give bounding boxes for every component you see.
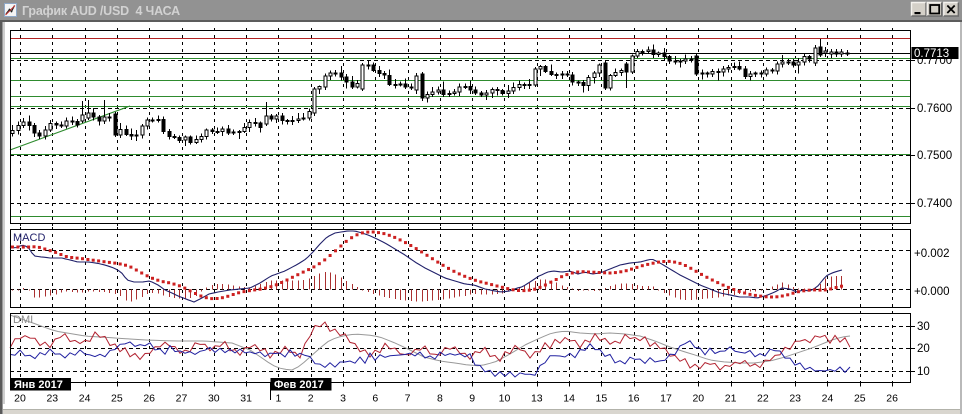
svg-text:20: 20 (917, 343, 930, 355)
svg-text:0.7713: 0.7713 (914, 48, 949, 60)
svg-text:1: 1 (275, 393, 281, 405)
svg-text:График AUD /USD 4 ЧАСА: График AUD /USD 4 ЧАСА (22, 4, 180, 18)
svg-text:6: 6 (372, 393, 378, 405)
svg-text:15: 15 (596, 393, 608, 405)
svg-text:9: 9 (469, 393, 475, 405)
svg-text:MACD: MACD (13, 232, 45, 244)
svg-text:7: 7 (405, 393, 411, 405)
svg-text:30: 30 (917, 321, 930, 333)
svg-text:13: 13 (531, 393, 543, 405)
svg-text:30: 30 (208, 393, 220, 405)
svg-text:14: 14 (563, 393, 575, 405)
svg-text:22: 22 (757, 393, 769, 405)
svg-text:10: 10 (499, 393, 511, 405)
svg-text:Янв 2017: Янв 2017 (14, 379, 63, 391)
svg-text:0.7500: 0.7500 (917, 150, 952, 162)
svg-text:+0.002: +0.002 (914, 248, 950, 260)
svg-text:20: 20 (14, 393, 26, 405)
svg-text:31: 31 (240, 393, 252, 405)
svg-text:24: 24 (822, 393, 834, 405)
svg-text:17: 17 (660, 393, 672, 405)
svg-text:+0.000: +0.000 (914, 286, 950, 298)
svg-text:16: 16 (628, 393, 640, 405)
svg-text:2: 2 (308, 393, 314, 405)
svg-text:23: 23 (789, 393, 801, 405)
svg-text:DMI: DMI (13, 314, 33, 326)
svg-text:26: 26 (886, 393, 898, 405)
svg-text:3: 3 (340, 393, 346, 405)
svg-text:21: 21 (725, 393, 737, 405)
svg-text:20: 20 (692, 393, 704, 405)
svg-text:25: 25 (111, 393, 123, 405)
svg-text:10: 10 (917, 366, 930, 378)
svg-text:0.7600: 0.7600 (917, 103, 952, 115)
svg-text:8: 8 (437, 393, 443, 405)
svg-text:25: 25 (854, 393, 866, 405)
svg-text:23: 23 (46, 393, 58, 405)
svg-text:24: 24 (79, 393, 91, 405)
svg-text:0.7400: 0.7400 (917, 198, 952, 210)
svg-text:27: 27 (176, 393, 188, 405)
svg-text:26: 26 (143, 393, 155, 405)
svg-text:Фев 2017: Фев 2017 (274, 379, 324, 391)
